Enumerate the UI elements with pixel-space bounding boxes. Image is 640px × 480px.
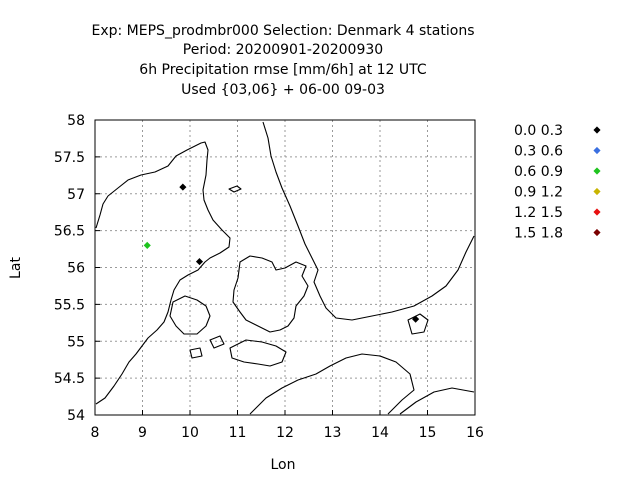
legend-marker [593, 208, 601, 216]
coastline-germany [249, 353, 415, 415]
legend-marker [593, 187, 601, 196]
y-tick-label: 58 [67, 113, 85, 129]
legend-marker [593, 167, 601, 175]
y-axis-label: Lat [8, 257, 24, 279]
station-marker [412, 315, 420, 323]
station-markers [143, 183, 420, 323]
legend-label: 0.0 0.3 [514, 123, 563, 139]
x-tick-label: 16 [466, 425, 484, 441]
coastline-sweden [262, 121, 475, 321]
x-tick-label: 15 [419, 425, 437, 441]
y-tick-label: 56 [67, 261, 85, 277]
legend-label: 1.5 1.8 [514, 226, 563, 242]
y-tick-label: 54.5 [54, 371, 85, 387]
coastline-laeso [228, 185, 242, 193]
grid: 8 9 10 11 12 13 14 15 16 54 54.5 55 55.5 56 56.5 57 57.5… [54, 113, 484, 441]
coastline-bornholm [407, 313, 429, 335]
legend-label: 1.2 1.5 [514, 205, 563, 221]
x-tick-label: 12 [276, 425, 294, 441]
x-tick-label: 9 [138, 425, 147, 441]
legend: 0.0 0.3 0.3 0.6 0.6 0.9 0.9 1.2 1.2 1.5 1.5 1… [514, 123, 601, 242]
station-marker [195, 258, 204, 266]
x-tick-label: 10 [181, 425, 199, 441]
legend-marker [593, 228, 601, 237]
y-tick-label: 56.5 [54, 224, 85, 240]
legend-label: 0.9 1.2 [514, 185, 563, 201]
title-line-2: Period: 20200901-20200930 [183, 42, 383, 58]
coastline-islet-2 [189, 347, 203, 359]
y-tick-label: 55.5 [54, 297, 85, 313]
station-marker [143, 241, 151, 249]
y-tick-label: 54 [67, 408, 85, 424]
coastline-funen [169, 295, 211, 335]
y-tick-label: 55 [67, 334, 85, 350]
legend-marker [593, 126, 601, 134]
station-marker [179, 183, 187, 191]
coastline-lolland [229, 339, 287, 367]
y-tick-label: 57 [67, 187, 85, 203]
x-tick-label: 14 [371, 425, 389, 441]
legend-label: 0.3 0.6 [514, 144, 563, 160]
x-axis-label: Lon [271, 457, 296, 473]
coastline-zealand [232, 255, 309, 333]
x-tick-label: 13 [324, 425, 342, 441]
legend-marker [593, 146, 601, 155]
x-tick-label: 8 [91, 425, 100, 441]
coastline-southeast [399, 387, 475, 415]
plot-frame [94, 119, 476, 416]
title-line-3: 6h Precipitation rmse [mm/6h] at 12 UTC [139, 62, 427, 78]
coastline-islet-1 [209, 335, 225, 349]
coastline-jutland [95, 141, 231, 405]
title-line-4: Used {03,06} + 06-00 09-03 [181, 82, 385, 98]
y-tick-label: 57.5 [54, 150, 85, 166]
x-tick-label: 11 [229, 425, 247, 441]
legend-label: 0.6 0.9 [514, 164, 563, 180]
coastline [95, 121, 475, 415]
title-line-1: Exp: MEPS_prodmbr000 Selection: Denmark … [92, 23, 475, 39]
